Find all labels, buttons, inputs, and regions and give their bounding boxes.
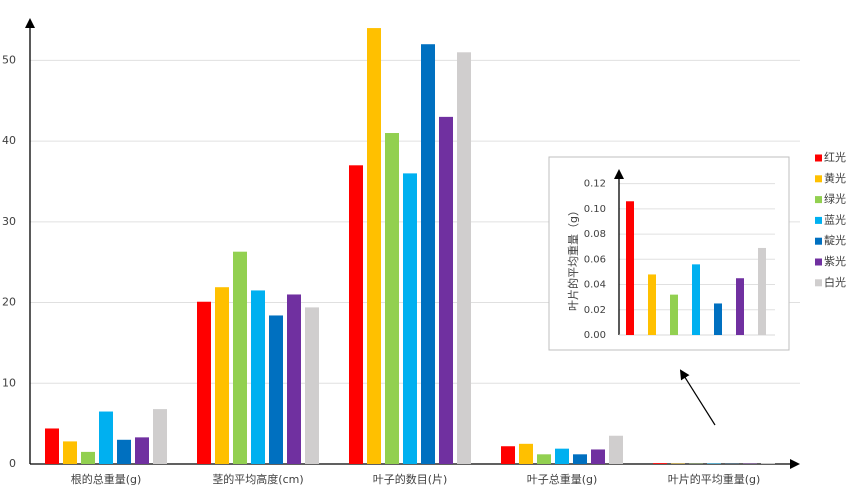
legend-swatch <box>815 196 822 204</box>
x-tick-label: 叶片的平均重量(g) <box>668 472 761 486</box>
inset-bar <box>626 201 634 335</box>
inset-bar <box>758 247 766 335</box>
inset-bar <box>648 274 656 335</box>
bar <box>287 294 301 464</box>
inset-y-tick-label: 0.06 <box>584 254 606 265</box>
inset-y-tick-label: 0.12 <box>584 179 606 190</box>
bar <box>761 463 775 464</box>
bar <box>573 454 587 464</box>
bar <box>385 133 399 464</box>
legend-swatch <box>815 279 822 287</box>
legend-label: 靛光 <box>824 233 846 247</box>
bar <box>197 301 211 464</box>
y-tick-label: 0 <box>9 457 16 470</box>
inset-y-tick-label: 0.04 <box>584 280 606 291</box>
bar <box>591 449 605 464</box>
legend-label: 紫光 <box>824 254 846 268</box>
y-tick-label: 50 <box>2 53 16 66</box>
inset-bar <box>670 294 678 335</box>
x-tick-label: 根的总重量(g) <box>71 472 142 486</box>
legend-swatch <box>815 237 822 245</box>
bar <box>439 116 453 464</box>
y-tick-label: 10 <box>2 376 16 389</box>
bar <box>251 290 265 464</box>
bar <box>269 315 283 464</box>
y-tick-label: 40 <box>2 134 16 147</box>
y-tick-label: 30 <box>2 215 16 228</box>
bar <box>421 44 435 465</box>
bar <box>99 411 113 464</box>
legend-swatch <box>815 216 822 224</box>
legend-swatch <box>815 154 822 162</box>
legend-label: 白光 <box>824 275 846 289</box>
bar <box>457 52 471 465</box>
legend-swatch <box>815 175 822 183</box>
legend-swatch <box>815 258 822 266</box>
legend-label: 黄光 <box>824 171 846 185</box>
bar <box>117 439 131 464</box>
x-tick-label: 茎的平均高度(cm) <box>212 472 303 486</box>
bar <box>403 173 417 464</box>
legend-label: 绿光 <box>824 192 846 206</box>
x-tick-label: 叶子总重量(g) <box>527 472 598 486</box>
bar <box>519 443 533 464</box>
bar <box>367 28 381 465</box>
bar <box>537 454 551 464</box>
inset-bar <box>692 264 700 335</box>
bar <box>501 446 515 464</box>
callout-arrow <box>679 369 716 426</box>
inset-y-tick-label: 0.00 <box>584 330 606 341</box>
legend-label: 蓝光 <box>824 212 846 226</box>
bar <box>609 435 623 464</box>
bar <box>45 428 59 464</box>
bar <box>153 409 167 464</box>
bar <box>135 437 149 464</box>
bar <box>555 448 569 464</box>
bar <box>81 451 95 464</box>
bar <box>349 165 363 465</box>
y-tick-label: 20 <box>2 296 16 309</box>
inset-bar <box>714 303 722 335</box>
inset-y-label: 叶片的平均重量（g） <box>566 205 580 311</box>
bar <box>233 251 247 464</box>
inset-bar <box>736 278 744 335</box>
inset-frame <box>548 156 790 351</box>
inset-y-tick-label: 0.02 <box>584 305 606 316</box>
inset-y-tick-label: 0.10 <box>584 204 606 215</box>
x-tick-label: 叶子的数目(片) <box>373 472 448 486</box>
inset-y-tick-label: 0.08 <box>584 229 606 240</box>
bar <box>305 307 319 464</box>
bar <box>63 441 77 464</box>
legend-label: 红光 <box>824 150 846 164</box>
bar <box>215 287 229 464</box>
bar <box>653 463 667 464</box>
